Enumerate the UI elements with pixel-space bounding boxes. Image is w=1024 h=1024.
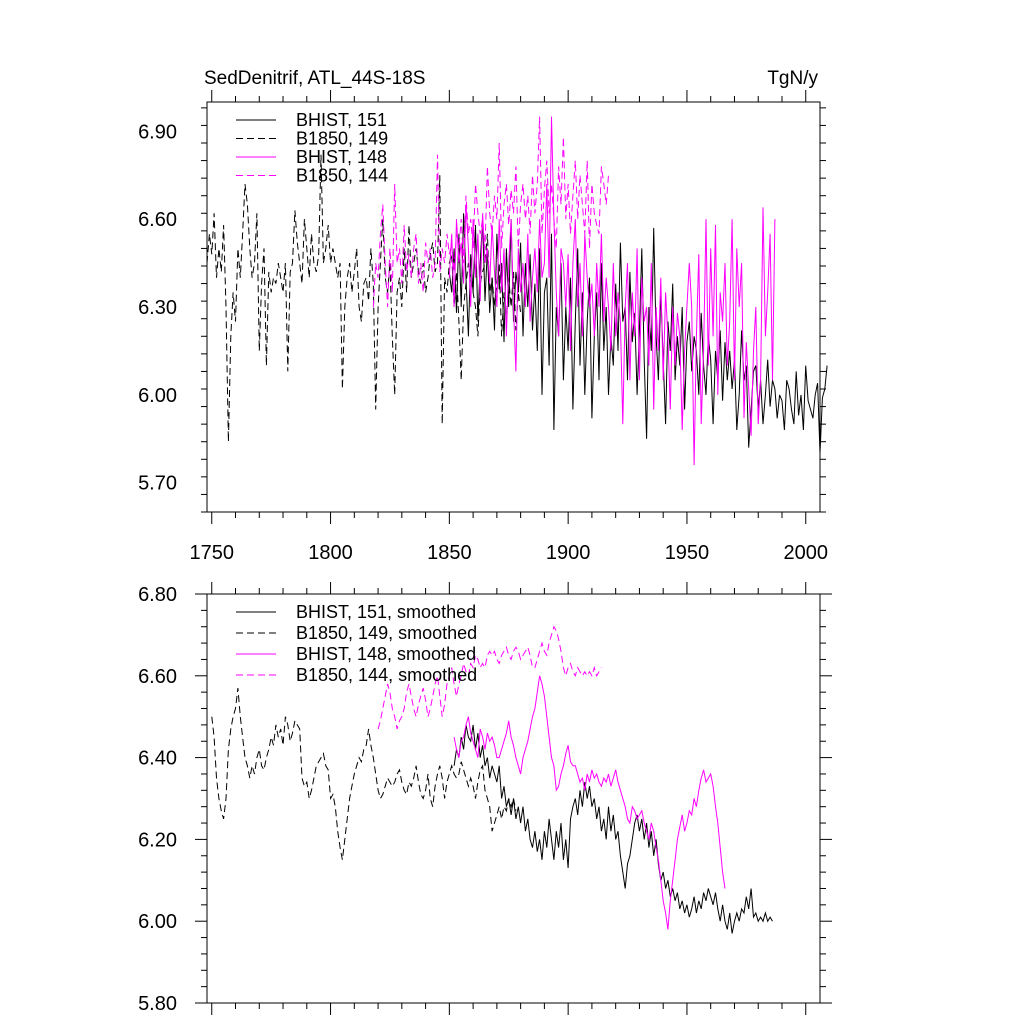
bottom-series-group (211, 625, 773, 934)
y-tick-label: 6.00 (138, 385, 177, 407)
bottom-panel: 5.80 6.00 6.20 6.40 6.60 6.80 BHIST, 151, smo… (138, 582, 832, 1015)
top-axes-group: 1750 1800 1850 1900 1950 2000 5.70 6.00 6.30 6.60… (138, 90, 828, 564)
plot-frame (206, 593, 821, 1004)
legend-label: B1850, 149, smoothed (296, 623, 477, 643)
x-tick-label: 1900 (546, 542, 591, 564)
series-line-top-1 (206, 154, 522, 442)
y-tick-label: 6.60 (138, 666, 177, 688)
y-tick-label: 5.70 (138, 473, 177, 495)
y-tick-label: 6.30 (138, 297, 177, 319)
plot-frame (206, 101, 821, 513)
legend-label: BHIST, 148, smoothed (296, 644, 476, 664)
x-tick-label: 1800 (308, 542, 353, 564)
legend-label: B1850, 144 (296, 166, 388, 186)
y-tick-label: 6.60 (138, 209, 177, 231)
y-tick-label: 6.90 (138, 121, 177, 143)
y-tick-label: 6.40 (138, 748, 177, 770)
y-tick-label: 5.80 (138, 993, 177, 1015)
top-series-group (206, 116, 828, 466)
legend-label: B1850, 149 (296, 129, 388, 149)
legend-label: B1850, 144, smoothed (296, 665, 477, 685)
units-label: TgN/y (767, 68, 818, 89)
chart-title: SedDenitrif, ATL_44S-18S (204, 68, 425, 89)
series-line-bottom-3 (377, 625, 602, 730)
series-line-bottom-0 (453, 724, 773, 934)
legend-label: BHIST, 151, smoothed (296, 602, 476, 622)
legend-label: BHIST, 148 (296, 147, 387, 167)
x-tick-label: 1950 (665, 542, 710, 564)
bottom-axes-group: 5.80 6.00 6.20 6.40 6.60 6.80 (138, 582, 832, 1015)
x-tick-label: 1850 (427, 542, 472, 564)
legend-label: BHIST, 151 (296, 110, 387, 130)
x-tick-label: 1750 (190, 542, 235, 564)
y-tick-label: 6.20 (138, 829, 177, 851)
y-tick-label: 6.80 (138, 584, 177, 606)
series-line-top-2 (448, 116, 776, 466)
series-line-top-3 (372, 116, 609, 308)
x-tick-label: 2000 (783, 542, 828, 564)
top-panel: SedDenitrif, ATL_44S-18S TgN/y 1750 1800 1… (138, 68, 828, 564)
series-line-bottom-1 (211, 688, 517, 860)
y-tick-label: 6.00 (138, 911, 177, 933)
series-line-bottom-2 (453, 675, 726, 930)
